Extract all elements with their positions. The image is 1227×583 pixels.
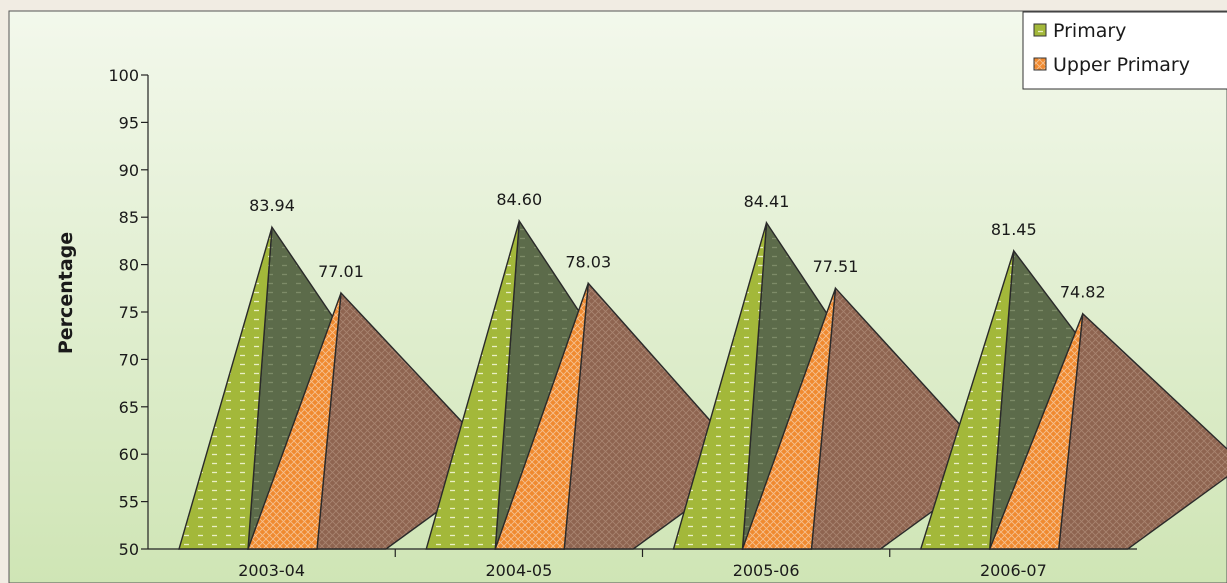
y-tick-label: 95: [119, 113, 139, 132]
y-tick-label: 55: [119, 493, 139, 512]
y-tick-label: 50: [119, 540, 139, 559]
data-label-upper-primary: 77.51: [813, 257, 859, 276]
y-axis-title: Percentage: [55, 232, 77, 354]
legend-swatch-upper-primary: [1033, 57, 1047, 71]
legend-label-upper-primary: Upper Primary: [1053, 54, 1190, 76]
pyramid-upper-primary: [988, 312, 1227, 550]
legend-swatch-primary: [1033, 23, 1047, 37]
x-tick-label: 2006-07: [980, 561, 1047, 580]
x-tick-label: 2005-06: [733, 561, 800, 580]
labels: 2003-04 2004-05 2005-06 2006-07 83.94 77.01 84…: [238, 190, 1105, 580]
data-label-upper-primary: 77.01: [318, 262, 364, 281]
y-tick-label: 75: [119, 303, 139, 322]
data-label-primary: 84.60: [496, 190, 542, 209]
legend-label-primary: Primary: [1053, 20, 1126, 42]
data-label-primary: 83.94: [249, 196, 295, 215]
pyramid-front-upper-primary: [988, 313, 1084, 550]
pyramid-front-upper-primary: [247, 292, 342, 550]
y-tick-label: 90: [119, 161, 139, 180]
x-tick-label: 2004-05: [485, 561, 552, 580]
y-tick-label: 60: [119, 445, 139, 464]
pyramid-front-primary: [425, 220, 520, 550]
x-tick-label: 2003-04: [238, 561, 305, 580]
data-label-upper-primary: 74.82: [1060, 283, 1106, 302]
pyramid-front-upper-primary: [741, 287, 837, 550]
data-label-primary: 81.45: [991, 220, 1037, 239]
y-tick-label: 65: [119, 398, 139, 417]
pyramid-front-upper-primary: [494, 283, 589, 550]
y-tick-label: 100: [108, 66, 139, 85]
legend-box: [1022, 11, 1227, 90]
data-label-primary: 84.41: [744, 192, 790, 211]
marks: [178, 218, 1227, 550]
y-tick-label: 70: [119, 350, 139, 369]
pyramid-front-primary: [178, 227, 273, 550]
pyramid-front-primary: [672, 222, 768, 550]
y-tick-label: 85: [119, 208, 139, 227]
y-tick-label: 80: [119, 256, 139, 275]
legend[interactable]: Primary Upper Primary: [1022, 11, 1227, 90]
pyramid-front-primary: [919, 250, 1015, 550]
data-label-upper-primary: 78.03: [565, 252, 611, 271]
